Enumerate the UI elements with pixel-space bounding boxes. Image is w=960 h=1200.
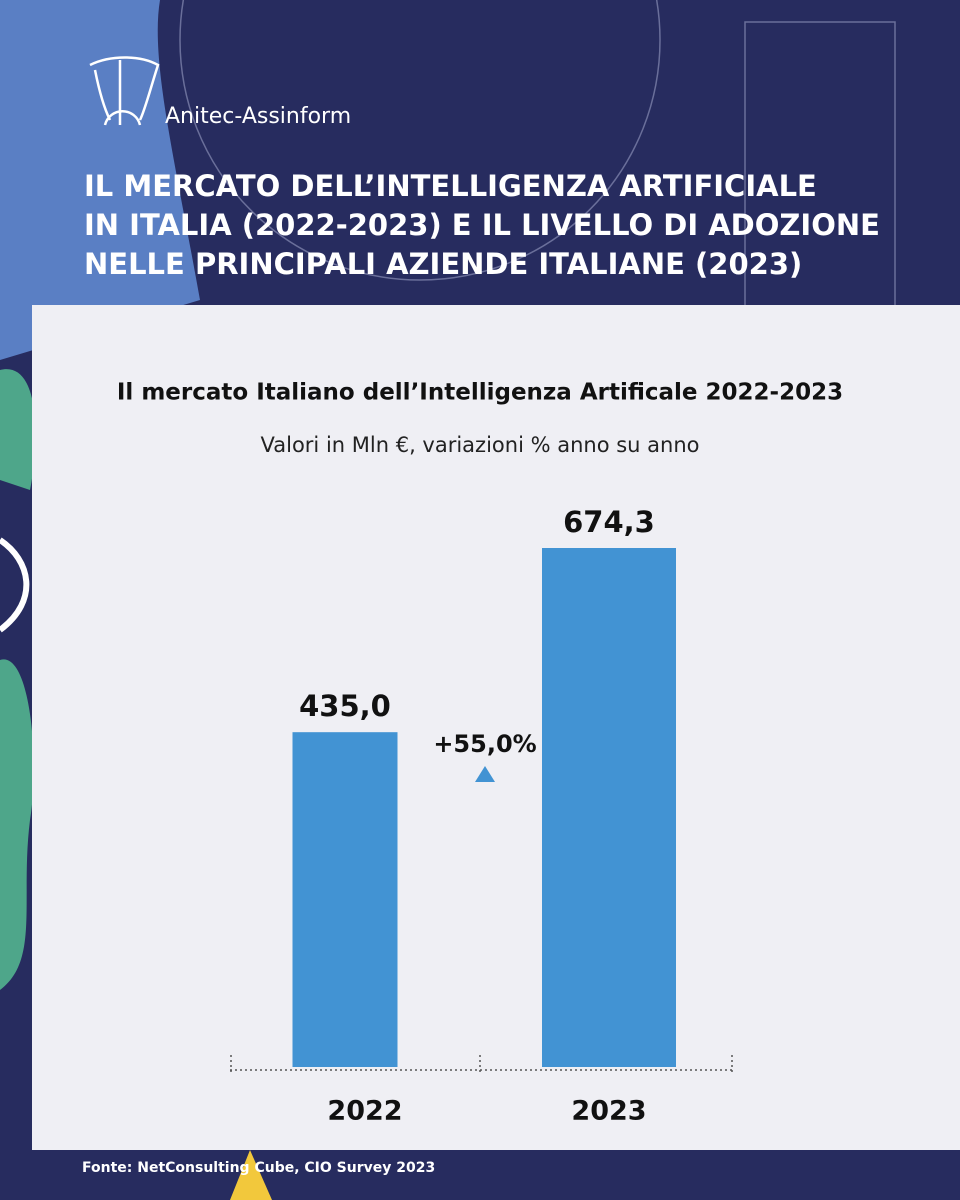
- header-title: IN ITALIA (2022-2023) E IL LIVELLO DI AD…: [84, 208, 880, 242]
- x-tick-label: 2023: [571, 1096, 646, 1127]
- growth-arrow: [475, 766, 495, 782]
- x-tick-label: 2022: [327, 1096, 402, 1127]
- value-label: 674,3: [563, 505, 655, 539]
- value-label: 435,0: [299, 689, 391, 723]
- decor-triangle: [230, 1150, 272, 1200]
- header-title: NELLE PRINCIPALI AZIENDE ITALIANE (2023): [84, 247, 802, 281]
- decor-line: [0, 537, 30, 633]
- brand: Anitec-Assinform: [165, 104, 351, 129]
- source: Fonte: NetConsulting Cube, CIO Survey 20…: [82, 1160, 435, 1176]
- logo: [89, 56, 160, 126]
- decor-shape: [0, 659, 34, 990]
- decor-shape: [0, 369, 36, 490]
- decor-arc: [179, 0, 661, 281]
- bar: [542, 548, 676, 1067]
- growth-annotation: +55,0%: [433, 730, 536, 758]
- chart-subtitle: Valori in Mln €, variazioni % anno su an…: [261, 433, 700, 457]
- chart-title: Il mercato Italiano dell’Intelligenza Ar…: [117, 380, 843, 406]
- panel: [32, 305, 960, 1150]
- bar: [292, 732, 398, 1067]
- header-title: IL MERCATO DELL’INTELLIGENZA ARTIFICIALE: [84, 169, 817, 203]
